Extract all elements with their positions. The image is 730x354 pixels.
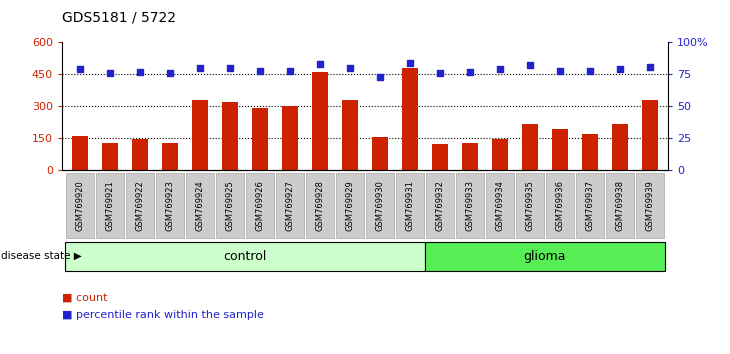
Text: GSM769934: GSM769934 [496, 180, 504, 231]
Point [344, 65, 356, 71]
Text: GDS5181 / 5722: GDS5181 / 5722 [62, 11, 176, 25]
Text: GSM769935: GSM769935 [526, 180, 534, 231]
Text: GSM769931: GSM769931 [405, 180, 415, 231]
Point [464, 69, 476, 75]
Bar [372, 137, 388, 170]
Bar [72, 136, 88, 170]
FancyBboxPatch shape [426, 173, 454, 238]
Text: GSM769928: GSM769928 [315, 180, 325, 231]
Text: GSM769938: GSM769938 [615, 180, 624, 231]
FancyBboxPatch shape [215, 173, 245, 238]
Bar [582, 134, 598, 170]
Bar [282, 106, 299, 170]
Point [254, 68, 266, 73]
Point [194, 65, 206, 71]
FancyBboxPatch shape [185, 173, 215, 238]
Bar [642, 100, 658, 170]
FancyBboxPatch shape [276, 173, 304, 238]
Point [584, 68, 596, 73]
Bar [552, 129, 568, 170]
Text: GSM769937: GSM769937 [585, 180, 594, 231]
Text: GSM769925: GSM769925 [226, 180, 234, 231]
FancyBboxPatch shape [456, 173, 485, 238]
FancyBboxPatch shape [575, 173, 604, 238]
Text: GSM769930: GSM769930 [375, 180, 385, 231]
Text: GSM769921: GSM769921 [106, 180, 115, 231]
Text: GSM769936: GSM769936 [556, 180, 564, 231]
FancyBboxPatch shape [636, 173, 664, 238]
Point [164, 70, 176, 76]
Point [284, 68, 296, 73]
Text: GSM769920: GSM769920 [75, 180, 85, 231]
FancyBboxPatch shape [366, 173, 394, 238]
Point [224, 65, 236, 71]
Text: GSM769923: GSM769923 [166, 180, 174, 231]
Text: glioma: glioma [523, 250, 566, 263]
Point [314, 61, 326, 67]
Bar [522, 124, 538, 170]
Text: GSM769933: GSM769933 [466, 180, 474, 231]
Text: disease state ▶: disease state ▶ [1, 251, 82, 261]
FancyBboxPatch shape [515, 173, 545, 238]
Bar [101, 143, 118, 170]
Bar [312, 72, 328, 170]
FancyBboxPatch shape [396, 173, 424, 238]
Bar [162, 143, 178, 170]
Text: GSM769922: GSM769922 [136, 180, 145, 231]
Text: ■ count: ■ count [62, 292, 107, 302]
Bar [222, 102, 238, 170]
Bar [192, 100, 208, 170]
Point [134, 69, 146, 75]
Point [554, 68, 566, 73]
Bar [402, 68, 418, 170]
FancyBboxPatch shape [545, 173, 575, 238]
Point [374, 74, 386, 80]
Text: GSM769929: GSM769929 [345, 180, 355, 231]
Text: GSM769924: GSM769924 [196, 180, 204, 231]
Point [404, 60, 416, 66]
Bar [462, 143, 478, 170]
FancyBboxPatch shape [606, 173, 634, 238]
Point [74, 67, 86, 72]
FancyBboxPatch shape [306, 173, 334, 238]
FancyBboxPatch shape [96, 173, 124, 238]
Text: ■ percentile rank within the sample: ■ percentile rank within the sample [62, 310, 264, 320]
FancyBboxPatch shape [485, 173, 515, 238]
FancyBboxPatch shape [245, 173, 274, 238]
Bar [612, 124, 629, 170]
Text: GSM769939: GSM769939 [645, 180, 655, 231]
Point [494, 67, 506, 72]
Text: GSM769932: GSM769932 [436, 180, 445, 231]
Point [104, 70, 116, 76]
FancyBboxPatch shape [425, 242, 665, 271]
FancyBboxPatch shape [336, 173, 364, 238]
Text: GSM769926: GSM769926 [255, 180, 264, 231]
Point [644, 64, 656, 69]
FancyBboxPatch shape [155, 173, 185, 238]
FancyBboxPatch shape [65, 242, 425, 271]
Bar [492, 139, 508, 170]
Text: control: control [223, 250, 266, 263]
Point [524, 63, 536, 68]
Point [434, 70, 446, 76]
FancyBboxPatch shape [66, 173, 94, 238]
FancyBboxPatch shape [126, 173, 155, 238]
Text: GSM769927: GSM769927 [285, 180, 294, 231]
Bar [431, 144, 448, 170]
Bar [132, 139, 148, 170]
Point [614, 67, 626, 72]
Bar [342, 100, 358, 170]
Bar [252, 108, 268, 170]
